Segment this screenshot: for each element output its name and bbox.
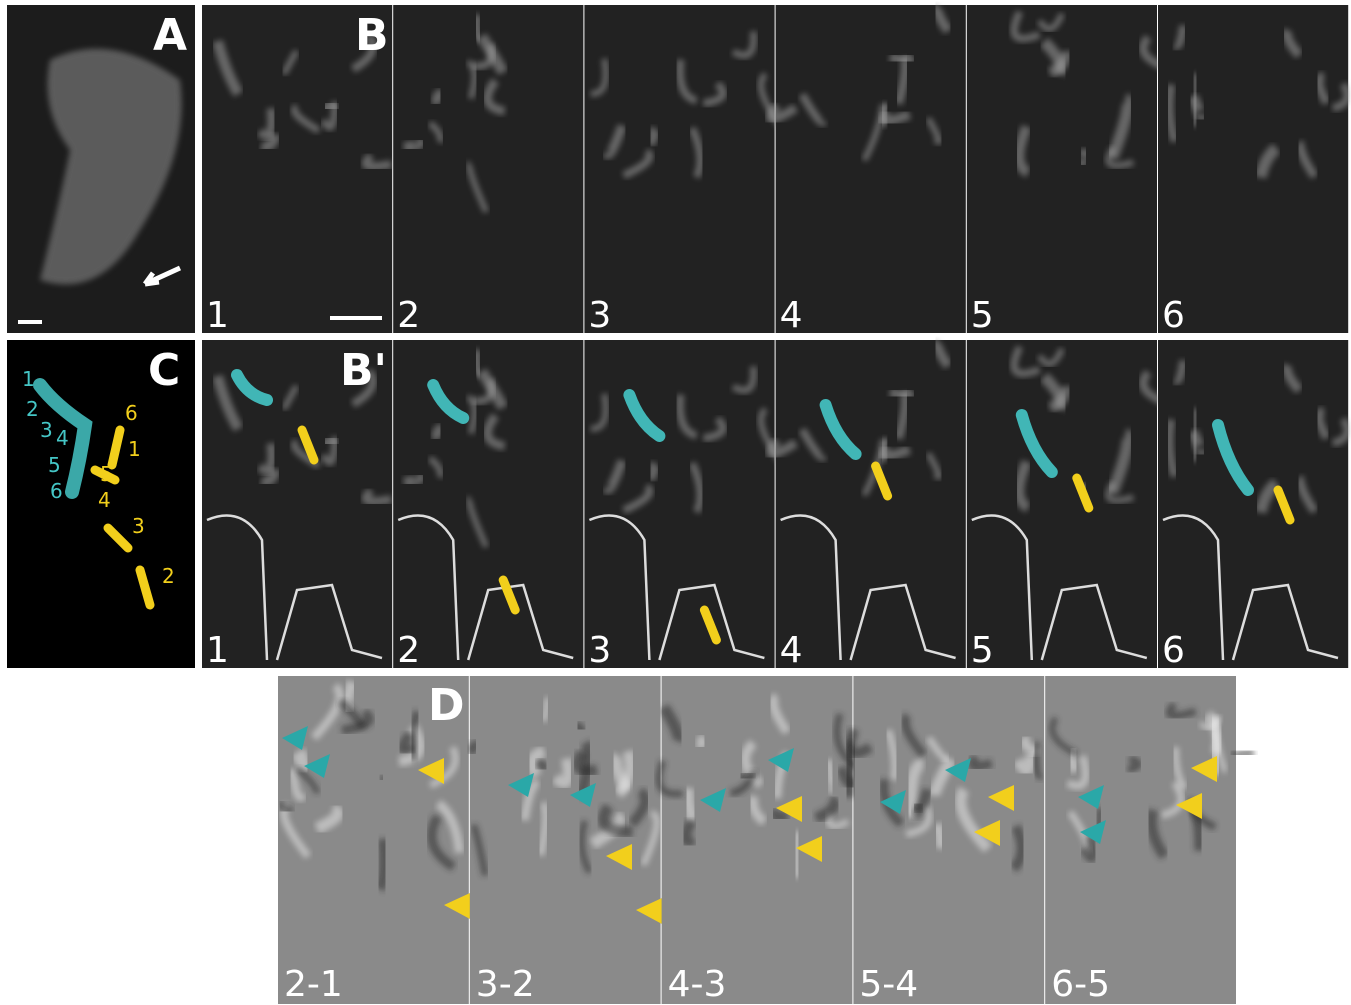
strand	[477, 15, 480, 41]
strand	[652, 127, 657, 143]
strand	[743, 774, 754, 778]
frame-number: 2	[397, 630, 420, 671]
frame-image	[1158, 5, 1348, 333]
track-label: 3	[132, 514, 145, 538]
frame-image	[776, 340, 966, 668]
strand	[848, 743, 854, 797]
track-label: 1	[22, 367, 35, 391]
strand	[469, 741, 475, 751]
frame-number: 4	[780, 630, 803, 671]
track-label: 1	[128, 437, 141, 461]
strand	[829, 760, 832, 789]
page: A123456123456BB'C1234566154322-13-24-35-…	[0, 0, 1351, 1005]
strand	[477, 350, 480, 376]
strand	[1235, 751, 1254, 754]
strand	[1082, 149, 1085, 162]
frame-image	[776, 5, 966, 333]
strand	[1194, 73, 1196, 126]
track-label: 3	[40, 418, 53, 442]
track-label: 2	[162, 564, 175, 588]
panel-label: B'	[340, 345, 387, 396]
frame-number: 5	[971, 295, 994, 336]
frame-number: 5-4	[859, 964, 918, 1005]
frame-number: 3	[588, 295, 611, 336]
frame-number: 6	[1162, 630, 1185, 671]
track-label: 4	[98, 488, 111, 512]
frame-number: 3	[588, 630, 611, 671]
strand	[404, 142, 420, 148]
strand	[884, 448, 910, 456]
track-label: 6	[50, 479, 63, 503]
track-label: 5	[100, 462, 113, 486]
panel-label: C	[148, 345, 180, 396]
frame-number: 6-5	[1051, 964, 1110, 1005]
frame-number: 5	[971, 630, 994, 671]
strand	[537, 760, 545, 768]
panel-label: A	[153, 10, 187, 61]
strand	[937, 824, 941, 849]
frame-number: 1	[206, 295, 229, 336]
difference-image	[470, 676, 661, 1004]
track-label: 5	[48, 453, 61, 477]
strand	[413, 711, 418, 760]
frame-number: 3-2	[476, 964, 535, 1005]
panel-label: B	[355, 10, 389, 61]
frame-number: 1	[206, 630, 229, 671]
strand	[404, 477, 420, 483]
frame-image	[1158, 340, 1348, 668]
strand	[652, 462, 657, 478]
track-label: 6	[125, 401, 138, 425]
strand	[688, 788, 693, 820]
strand	[380, 839, 385, 889]
figure: A123456123456BB'C1234566154322-13-24-35-…	[0, 0, 1351, 1005]
frame-number: 2-1	[284, 964, 343, 1005]
panel-label: D	[428, 680, 465, 731]
track-label: 4	[56, 426, 69, 450]
strand	[796, 831, 798, 878]
strand	[890, 391, 910, 395]
frame-number: 4-3	[668, 964, 727, 1005]
strand	[1194, 408, 1196, 461]
strand	[884, 113, 910, 121]
frame-number: 2	[397, 295, 420, 336]
strand	[544, 698, 547, 721]
strand	[916, 805, 922, 811]
track-label: 2	[26, 397, 39, 421]
frame-number: 6	[1162, 295, 1185, 336]
strand	[296, 750, 306, 768]
frame-number: 4	[780, 295, 803, 336]
strand	[697, 737, 703, 745]
strand	[890, 56, 910, 60]
